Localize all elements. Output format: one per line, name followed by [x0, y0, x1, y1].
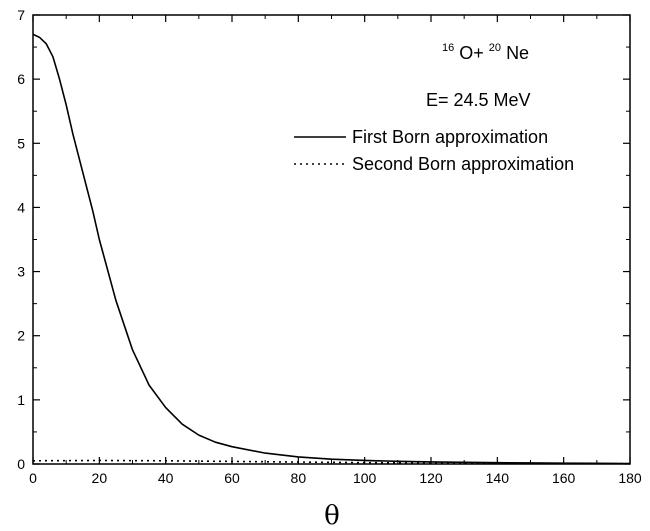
reaction-mass-a: 16 — [442, 42, 454, 54]
x-tick-label: 80 — [291, 470, 307, 486]
series-first-born-line — [32, 33, 631, 465]
x-tick-label: 40 — [158, 470, 174, 486]
plot-frame — [32, 14, 631, 465]
y-tick-label: 0 — [17, 456, 25, 472]
x-axis-title: θ — [324, 501, 340, 531]
reaction-nucleus-b: Ne — [506, 43, 529, 63]
series-layer — [32, 33, 631, 465]
y-tick-label: 2 — [17, 328, 25, 344]
x-tick-label: 60 — [224, 470, 240, 486]
y-tick-label: 4 — [17, 199, 25, 215]
x-tick-label: 140 — [486, 470, 510, 486]
x-tick-label: 20 — [92, 470, 108, 486]
legend-label-first-born: First Born approximation — [352, 127, 548, 147]
reaction-nucleus-a: O+ — [459, 43, 484, 63]
y-tick-label: 1 — [17, 392, 25, 408]
legend: First Born approximation Second Born app… — [294, 127, 574, 174]
x-tick-label: 0 — [29, 470, 37, 486]
y-tick-label: 5 — [17, 135, 25, 151]
reaction-annotation: 16 O+ 20 Ne — [442, 35, 529, 63]
y-axis-ticks: 0 1 2 3 4 5 6 7 — [17, 7, 630, 472]
y-tick-label: 3 — [17, 264, 25, 280]
x-tick-label: 180 — [618, 470, 642, 486]
x-tick-label: 100 — [353, 470, 377, 486]
legend-label-second-born: Second Born approximation — [352, 154, 574, 174]
y-tick-label: 6 — [17, 71, 25, 87]
y-tick-label: 7 — [17, 7, 25, 23]
energy-annotation: E= 24.5 MeV — [426, 90, 531, 110]
reaction-mass-b: 20 — [489, 42, 501, 54]
x-tick-label: 160 — [552, 470, 576, 486]
x-tick-label: 120 — [419, 470, 443, 486]
x-axis-ticks: 0 20 40 60 80 100 120 140 160 180 — [29, 15, 642, 486]
